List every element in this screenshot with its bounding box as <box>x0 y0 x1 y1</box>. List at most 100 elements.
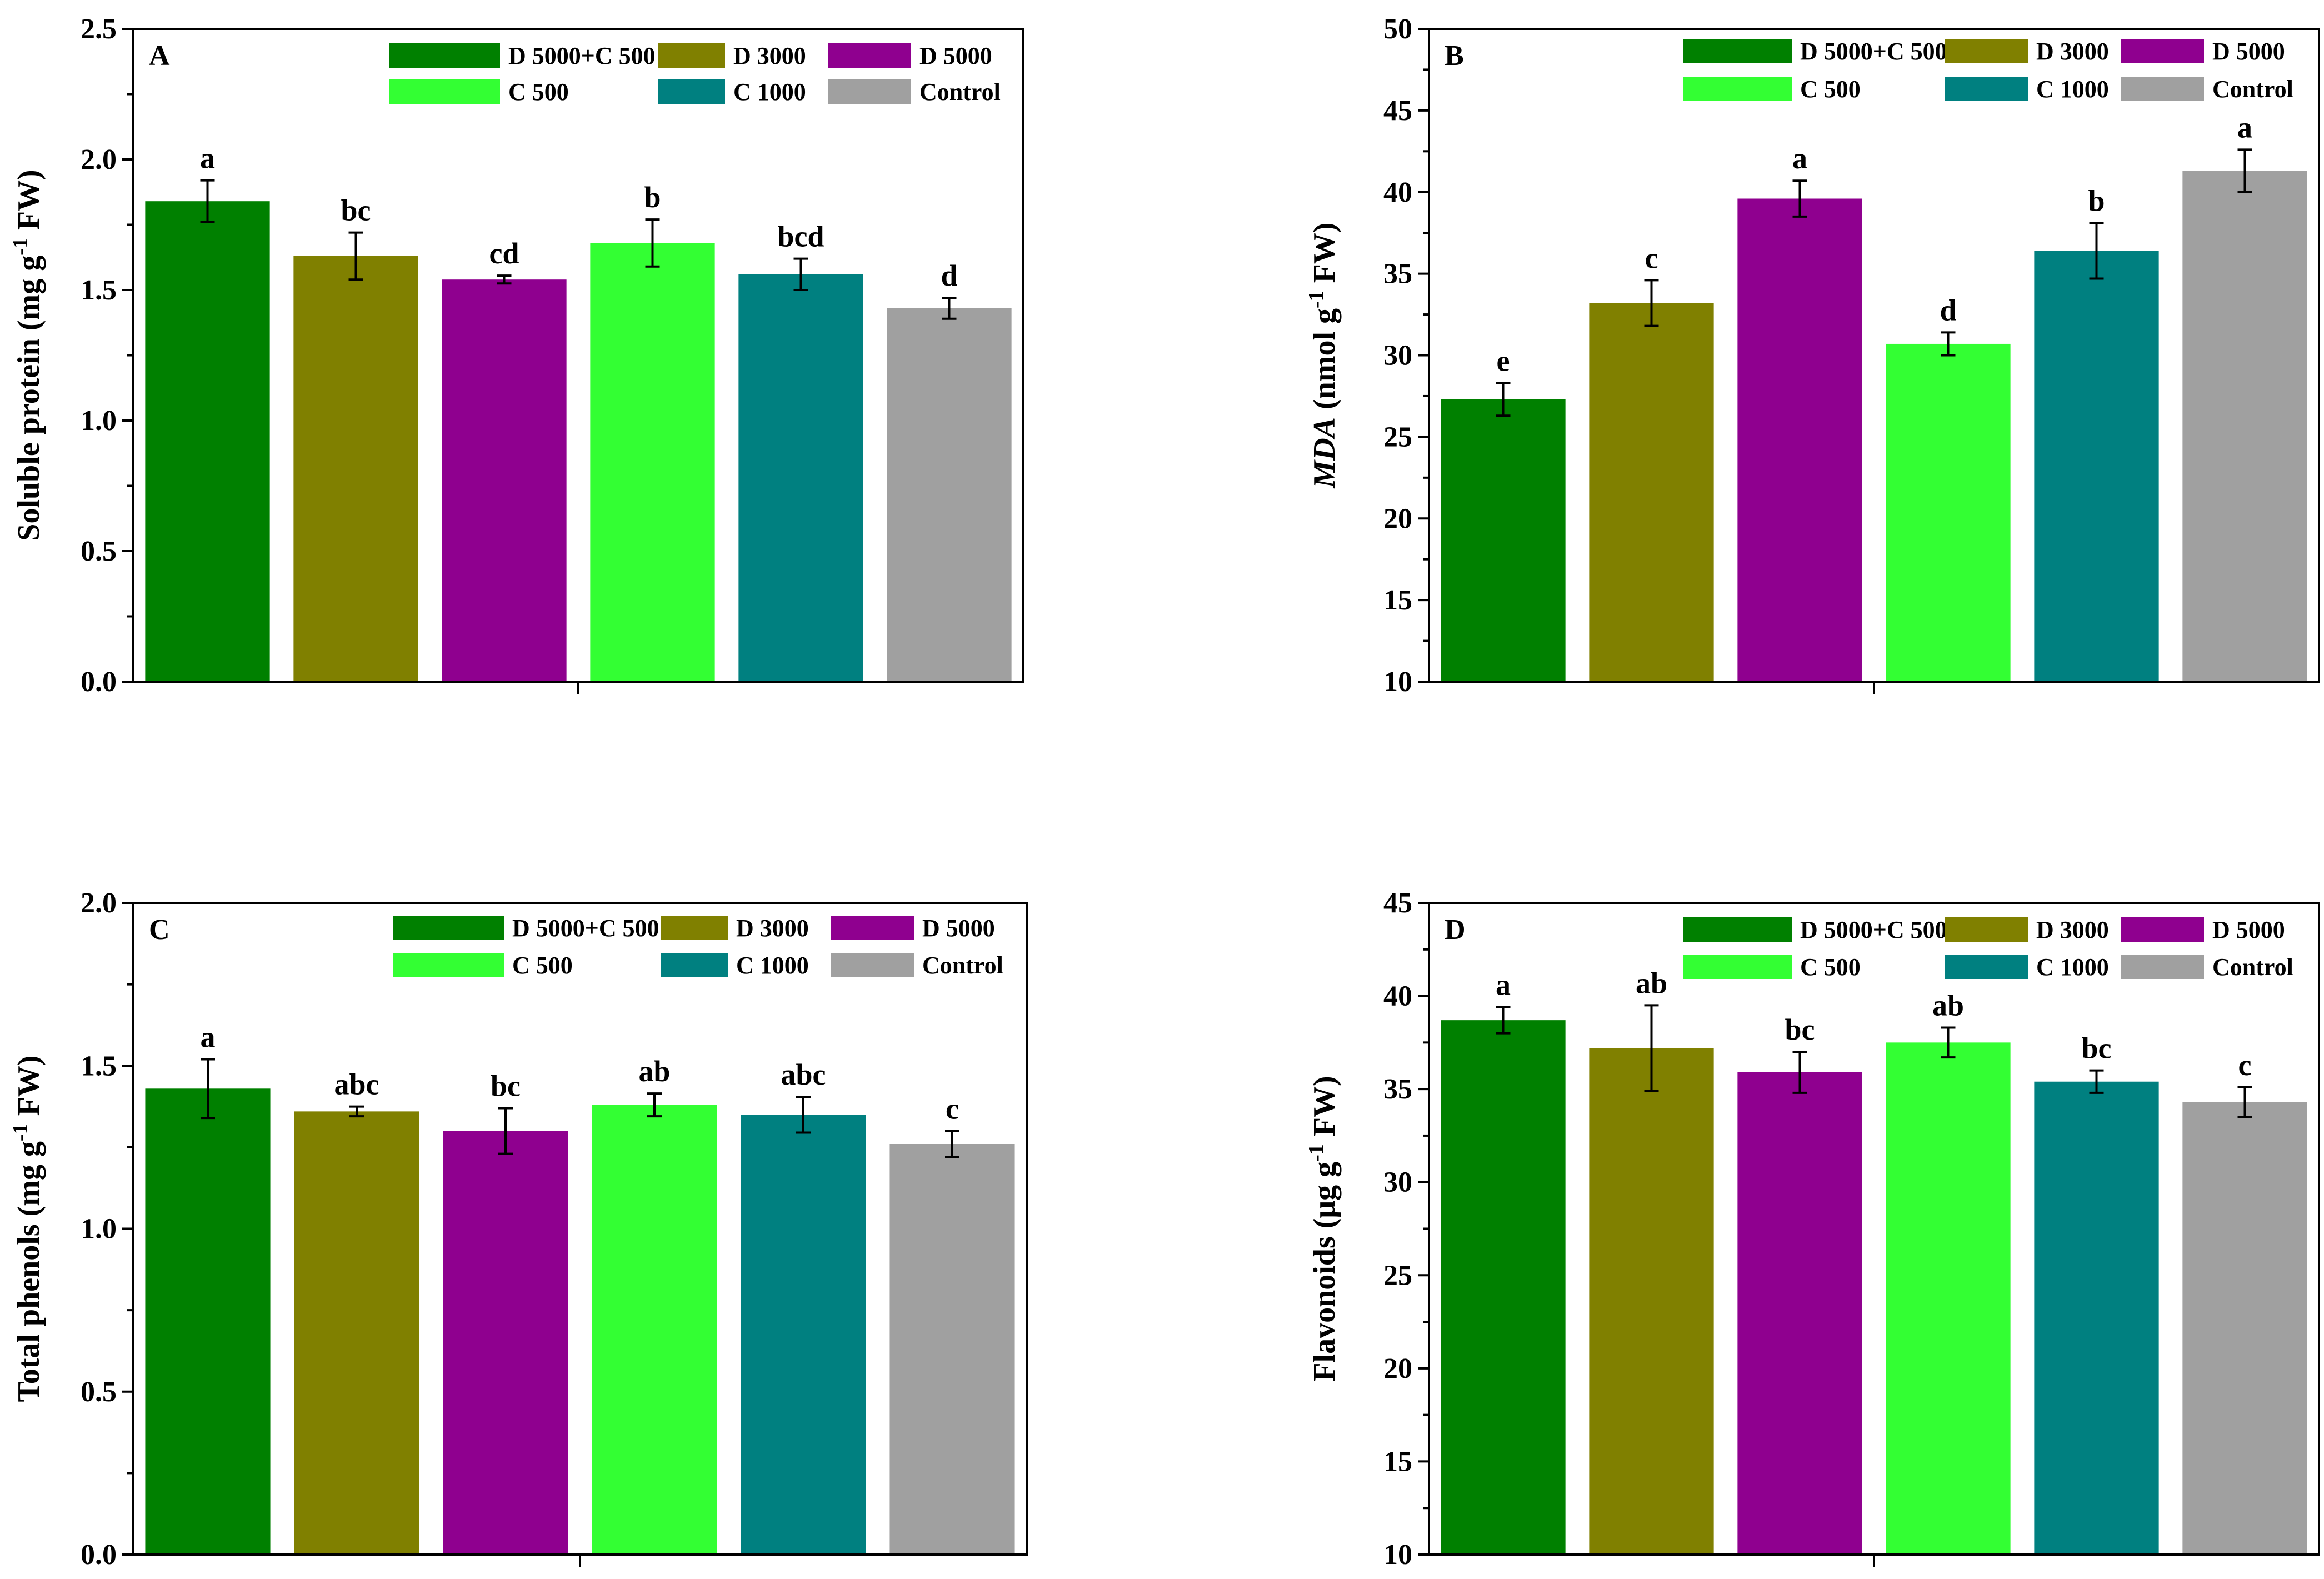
chart-panel-a: a bc cd b bcd d 0.0 0.5 1.0 1.5 2.0 2.5 Soluble prot… <box>9 13 1024 698</box>
significance-label: a <box>1496 968 1511 1002</box>
legend: D 5000+C 500 D 3000 D 5000 C 500 C 1000 Contr… <box>1683 916 2293 981</box>
legend-label: D 3000 <box>2036 38 2109 65</box>
bar-c-1000 <box>738 274 863 682</box>
bar-c-500 <box>1886 343 2011 682</box>
significance-label: c <box>946 1092 959 1126</box>
panel-letter: D <box>1445 914 1466 946</box>
y-tick-label: 20 <box>1383 1353 1412 1385</box>
legend-swatch <box>1945 955 2028 979</box>
legend-label: D 5000 <box>2212 916 2285 943</box>
legend-label: Control <box>2212 953 2293 981</box>
legend-swatch <box>828 79 911 104</box>
y-tick-label: 40 <box>1383 981 1412 1012</box>
error-bar <box>497 274 512 285</box>
y-tick-label: 2.0 <box>81 887 117 919</box>
legend-swatch <box>389 43 500 68</box>
error-bar <box>1496 382 1511 417</box>
legend-swatch <box>661 953 728 977</box>
error-bar <box>1644 279 1659 327</box>
significance-label: ab <box>1932 989 1964 1022</box>
legend-label: D 5000 <box>922 915 995 942</box>
significance-label: c <box>1645 241 1658 274</box>
legend-swatch <box>658 43 725 68</box>
legend-swatch <box>2121 39 2204 63</box>
bar-d-5000-c-500 <box>1441 399 1566 682</box>
significance-label: b <box>644 181 661 214</box>
legend: D 5000+C 500 D 3000 D 5000 C 500 C 1000 Contr… <box>1683 38 2293 103</box>
error-bar <box>645 218 660 268</box>
error-bar <box>945 1130 959 1158</box>
y-tick-label: 2.5 <box>81 13 117 45</box>
chart-panel-c: a abc bc ab abc c 0.0 0.5 1.0 1.5 2.0 Total phenols… <box>9 887 1028 1571</box>
significance-label: a <box>1792 142 1807 175</box>
bar-d-3000 <box>1589 1048 1714 1555</box>
y-axis-title: Flavonoids (μg g-1 FW) <box>1305 1076 1342 1381</box>
significance-label: b <box>2088 184 2105 218</box>
y-tick-label: 30 <box>1383 340 1412 372</box>
error-bar <box>1792 1051 1807 1094</box>
significance-label: bc <box>491 1069 521 1102</box>
y-axis-title: MDA (nmol g-1 FW) <box>1305 222 1342 488</box>
y-tick-label: 1.5 <box>81 274 117 306</box>
bar-c-1000 <box>2034 251 2159 682</box>
legend-label: C 500 <box>1800 76 1861 103</box>
panel-letter: A <box>149 40 170 72</box>
legend-swatch <box>661 916 728 940</box>
legend-swatch <box>2121 955 2204 979</box>
bar-d-3000 <box>294 1111 419 1555</box>
bar-control <box>887 308 1012 682</box>
legend-label: C 1000 <box>2036 953 2109 981</box>
error-bar <box>2237 148 2252 193</box>
significance-label: bc <box>1785 1013 1815 1046</box>
chart-panel-b: e c a d b a 10 15 20 25 30 35 40 45 50 MDA (nmol g-1 FW… <box>1305 13 2320 698</box>
legend-label: D 3000 <box>736 915 809 942</box>
significance-label: ab <box>638 1055 670 1088</box>
y-tick-label: 10 <box>1383 666 1412 698</box>
significance-label: bc <box>2082 1032 2112 1065</box>
legend-swatch <box>2121 77 2204 101</box>
y-tick-label: 10 <box>1383 1539 1412 1571</box>
legend: D 5000+C 500 D 3000 D 5000 C 500 C 1000 Contr… <box>389 42 1001 106</box>
y-tick-label: 45 <box>1383 95 1412 127</box>
legend-label: C 1000 <box>2036 76 2109 103</box>
y-tick-label: 35 <box>1383 1073 1412 1105</box>
legend-label: C 1000 <box>733 78 806 106</box>
legend-swatch <box>393 953 504 977</box>
error-bar <box>201 1058 215 1120</box>
y-tick-label: 25 <box>1383 1260 1412 1291</box>
legend-swatch <box>2121 917 2204 942</box>
bar-control <box>2182 171 2307 682</box>
bar-d-5000-c-500 <box>1441 1020 1566 1555</box>
y-tick-label: 0.5 <box>81 1376 117 1408</box>
error-bar <box>498 1107 513 1155</box>
bar-c-1000 <box>2034 1081 2159 1555</box>
bar-d-5000 <box>442 279 567 682</box>
y-tick-label: 15 <box>1383 1446 1412 1477</box>
legend-label: D 3000 <box>733 42 806 69</box>
significance-label: d <box>1940 293 1956 327</box>
bar-control <box>2182 1102 2307 1555</box>
y-tick-label: 0.0 <box>81 1539 117 1571</box>
legend-label: D 5000+C 500 <box>512 915 659 942</box>
y-tick-label: 50 <box>1383 13 1412 45</box>
significance-label: a <box>200 142 215 175</box>
y-tick-label: 0.0 <box>81 666 117 698</box>
error-bar <box>942 297 957 320</box>
y-tick-label: 45 <box>1383 887 1412 919</box>
panel-letter: C <box>149 914 170 946</box>
y-tick-label: 0.5 <box>81 536 117 567</box>
y-tick-label: 40 <box>1383 177 1412 208</box>
y-tick-label: 25 <box>1383 421 1412 453</box>
legend-label: D 5000 <box>919 42 992 69</box>
y-tick-label: 20 <box>1383 503 1412 534</box>
legend-swatch <box>658 79 725 104</box>
legend-swatch <box>1683 955 1792 979</box>
significance-label: abc <box>781 1058 826 1091</box>
significance-label: d <box>941 259 957 292</box>
legend-label: Control <box>919 78 1001 106</box>
chart-panel-d: a ab bc ab bc c 10 15 20 25 30 35 40 45 Flavonoids (μg… <box>1305 887 2320 1571</box>
y-tick-label: 1.0 <box>81 1213 117 1245</box>
legend-label: C 1000 <box>736 952 809 979</box>
bar-d-5000 <box>443 1131 568 1555</box>
legend-swatch <box>828 43 911 68</box>
